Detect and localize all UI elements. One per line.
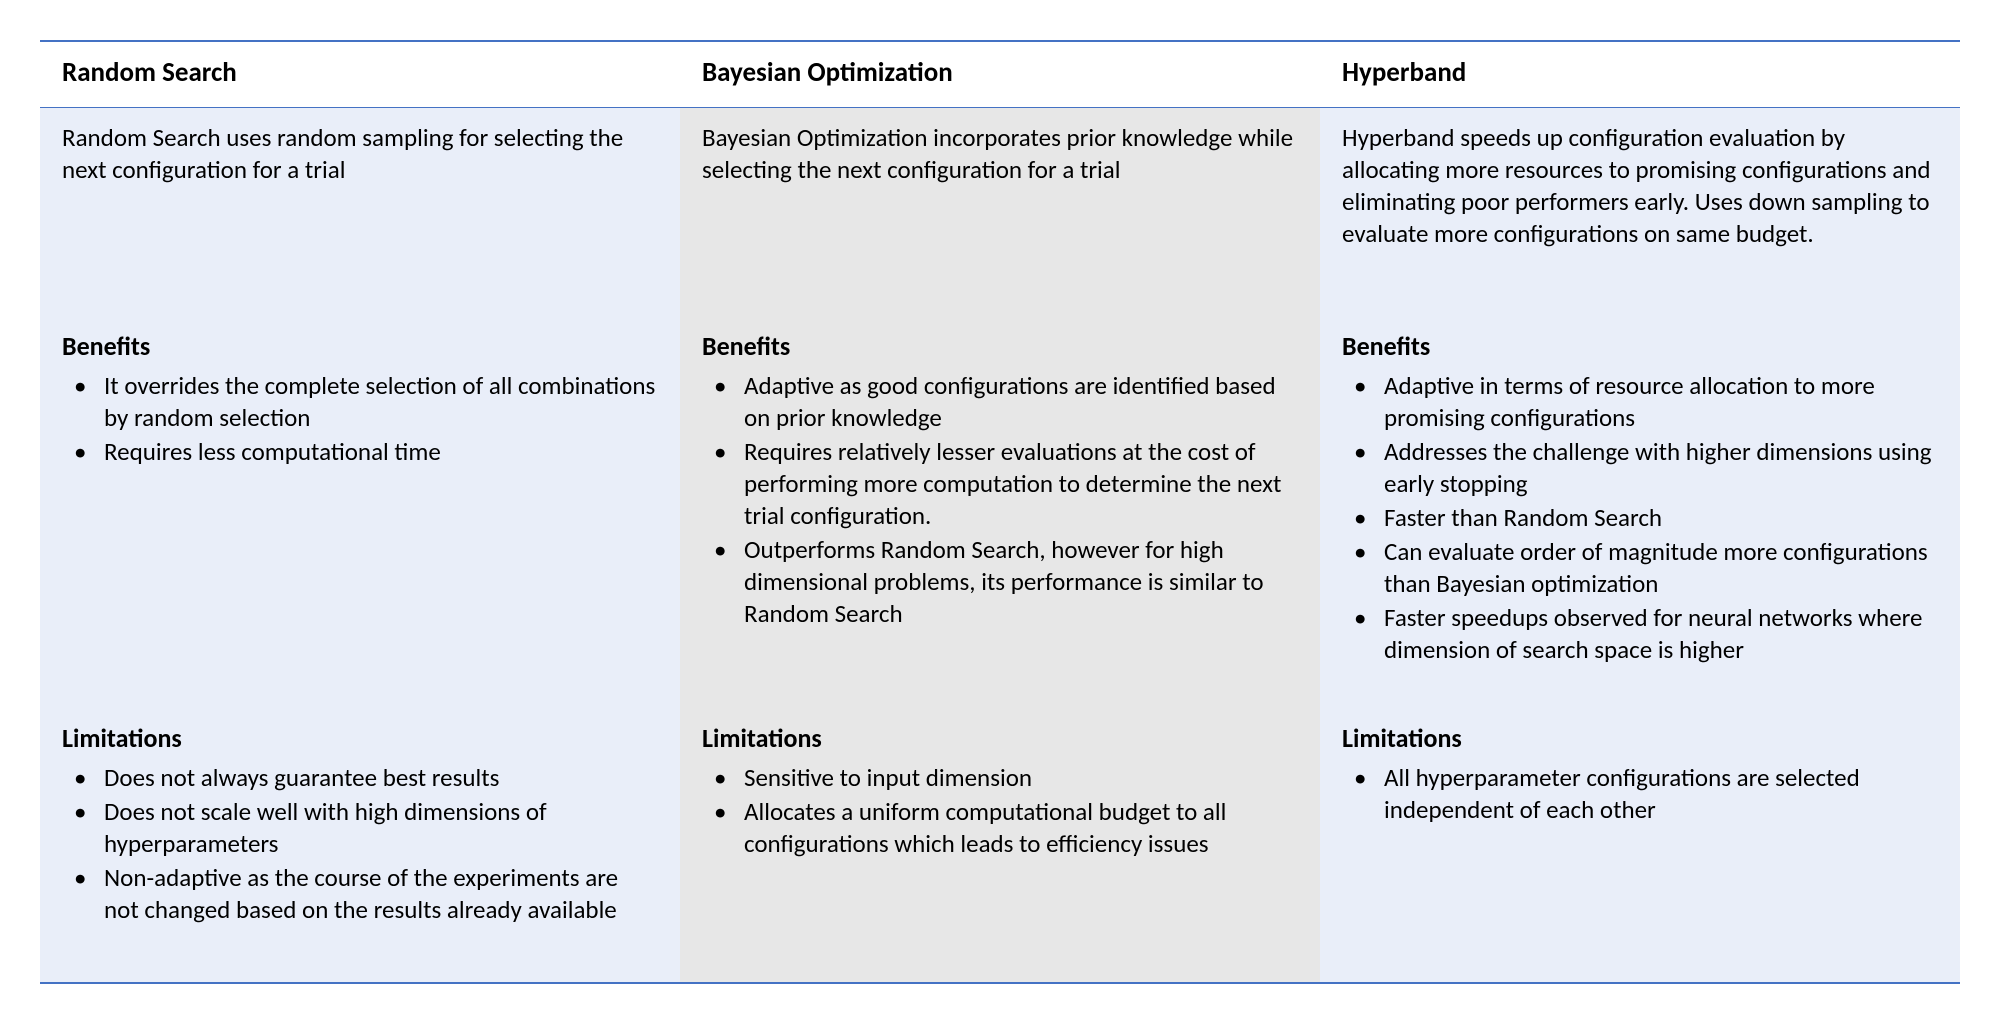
- method-description: Bayesian Optimization incorporates prior…: [702, 122, 1298, 282]
- benefits-label: Benefits: [1342, 330, 1938, 362]
- list-item: Does not scale well with high dimensions…: [62, 796, 658, 860]
- limitations-list: Does not always guarantee best results D…: [62, 762, 658, 926]
- method-description: Random Search uses random sampling for s…: [62, 122, 658, 282]
- benefits-label: Benefits: [702, 330, 1298, 362]
- column-header: Hyperband: [1320, 42, 1960, 107]
- list-item: Requires less computational time: [62, 436, 658, 468]
- limitations-label: Limitations: [1342, 722, 1938, 754]
- limitations-list: Sensitive to input dimension Allocates a…: [702, 762, 1298, 860]
- limitations-list: All hyperparameter configurations are se…: [1342, 762, 1938, 826]
- list-item: Adaptive in terms of resource allocation…: [1342, 370, 1938, 434]
- benefits-list: Adaptive as good configurations are iden…: [702, 370, 1298, 680]
- list-item: Addresses the challenge with higher dime…: [1342, 436, 1938, 500]
- list-item: Requires relatively lesser evaluations a…: [702, 436, 1298, 532]
- benefits-list: It overrides the complete selection of a…: [62, 370, 658, 680]
- list-item: Non-adaptive as the course of the experi…: [62, 862, 658, 926]
- list-item: Does not always guarantee best results: [62, 762, 658, 794]
- column-bayesian-optimization: Bayesian Optimization incorporates prior…: [680, 108, 1320, 982]
- list-item: Outperforms Random Search, however for h…: [702, 534, 1298, 630]
- column-header: Random Search: [40, 42, 680, 107]
- benefits-label: Benefits: [62, 330, 658, 362]
- comparison-table: Random Search Bayesian Optimization Hype…: [40, 40, 1960, 984]
- list-item: Faster speedups observed for neural netw…: [1342, 602, 1938, 666]
- list-item: Faster than Random Search: [1342, 502, 1938, 534]
- table-header-row: Random Search Bayesian Optimization Hype…: [40, 42, 1960, 108]
- column-random-search: Random Search uses random sampling for s…: [40, 108, 680, 982]
- list-item: Allocates a uniform computational budget…: [702, 796, 1298, 860]
- list-item: It overrides the complete selection of a…: [62, 370, 658, 434]
- list-item: All hyperparameter configurations are se…: [1342, 762, 1938, 826]
- column-hyperband: Hyperband speeds up configuration evalua…: [1320, 108, 1960, 982]
- list-item: Sensitive to input dimension: [702, 762, 1298, 794]
- column-header: Bayesian Optimization: [680, 42, 1320, 107]
- limitations-label: Limitations: [62, 722, 658, 754]
- list-item: Can evaluate order of magnitude more con…: [1342, 536, 1938, 600]
- method-description: Hyperband speeds up configuration evalua…: [1342, 122, 1938, 282]
- limitations-label: Limitations: [702, 722, 1298, 754]
- list-item: Adaptive as good configurations are iden…: [702, 370, 1298, 434]
- benefits-list: Adaptive in terms of resource allocation…: [1342, 370, 1938, 680]
- table-content-row: Random Search uses random sampling for s…: [40, 108, 1960, 982]
